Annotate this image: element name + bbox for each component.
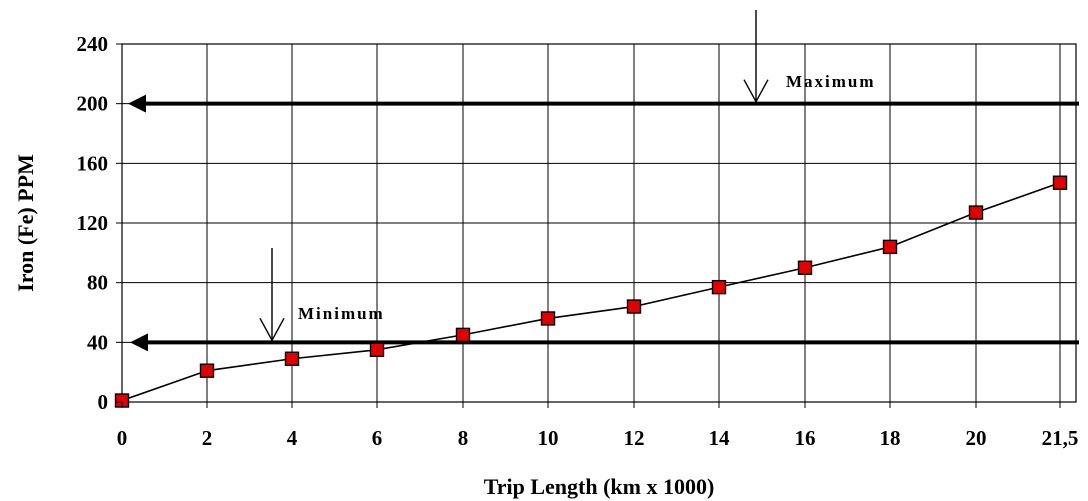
reference-arrowhead	[130, 333, 148, 352]
pointer-arrow-head	[743, 79, 769, 104]
y-tick-label: 80	[87, 271, 108, 295]
x-tick-label: 18	[880, 426, 901, 450]
data-point-marker	[797, 260, 813, 275]
x-tick-label: 21,5	[1042, 426, 1079, 450]
data-point-marker	[1052, 175, 1068, 190]
x-axis-title: Trip Length (km x 1000)	[484, 474, 715, 499]
y-tick-label: 120	[77, 211, 109, 235]
data-point-marker	[369, 342, 385, 357]
x-tick-label: 20	[966, 426, 987, 450]
reference-lines: Maximum Minimum	[128, 10, 1079, 352]
data-series	[114, 175, 1068, 408]
y-tick-label: 160	[77, 151, 109, 175]
x-tick-label: 2	[202, 426, 213, 450]
x-tick-label: 4	[287, 426, 298, 450]
reference-arrowhead	[128, 94, 146, 113]
pointer-arrow-head	[259, 317, 285, 342]
data-point-marker	[284, 351, 300, 366]
series-line	[121, 181, 1061, 402]
y-tick-label: 40	[87, 330, 108, 354]
y-tick-label: 0	[98, 390, 109, 414]
data-point-marker	[882, 239, 898, 255]
y-tick-label: 240	[77, 32, 109, 56]
x-tick-label: 14	[709, 426, 731, 450]
data-point-marker	[626, 299, 642, 314]
x-tick-label: 10	[538, 426, 559, 450]
data-point-marker	[199, 363, 215, 378]
y-tick-label: 200	[77, 92, 109, 116]
x-tick-label: 16	[795, 426, 816, 450]
reference-line-label: Minimum	[298, 304, 385, 323]
data-point-marker	[540, 311, 556, 326]
data-point-marker	[711, 279, 727, 295]
x-tick-label: 12	[624, 426, 645, 450]
x-tick-label: 0	[117, 426, 128, 450]
x-tick-label: 8	[458, 426, 469, 450]
y-axis-title: Iron (Fe) PPM	[13, 154, 38, 292]
data-point-marker	[455, 327, 471, 343]
x-tick-label: 6	[372, 426, 383, 450]
data-point-marker	[968, 205, 984, 220]
y-axis-ticks: 0 40 80 120 160 200 240	[77, 32, 122, 414]
x-axis-ticks: 0 2 4 6 8 10 12 14 16 18 20 21,5	[117, 402, 1079, 450]
reference-line-label: Maximum	[786, 72, 876, 91]
